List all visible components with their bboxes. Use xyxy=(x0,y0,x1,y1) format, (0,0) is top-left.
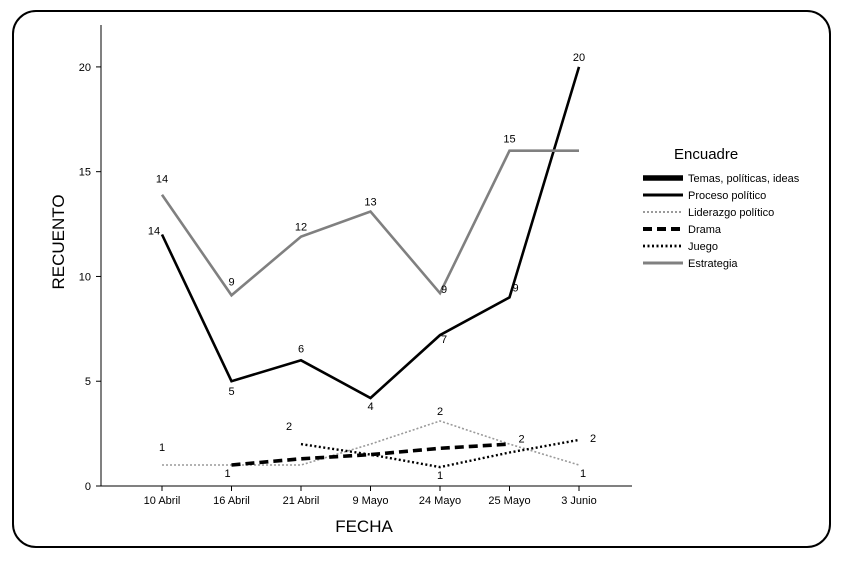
y-tick-label: 15 xyxy=(79,167,91,179)
data-label: 9 xyxy=(441,284,447,296)
x-tick-label: 25 Mayo xyxy=(488,495,530,507)
data-label: 20 xyxy=(573,52,585,64)
x-tick-label: 24 Mayo xyxy=(419,495,461,507)
y-tick-label: 10 xyxy=(79,271,91,283)
data-label: 2 xyxy=(518,433,524,445)
x-tick-label: 9 Mayo xyxy=(352,495,388,507)
data-label: 6 xyxy=(298,343,304,355)
series-lines xyxy=(160,66,581,469)
data-label: 5 xyxy=(228,386,234,398)
data-label: 1 xyxy=(224,468,230,480)
data-label: 4 xyxy=(367,401,373,413)
data-label: 14 xyxy=(156,174,168,186)
legend-label: Drama xyxy=(688,224,722,236)
x-tick-label: 10 Abril xyxy=(144,495,181,507)
series-line-3 xyxy=(231,442,510,467)
data-label: 1 xyxy=(159,442,165,454)
legend-label: Proceso político xyxy=(688,190,766,202)
y-tick-label: 20 xyxy=(79,62,91,74)
y-tick-label: 5 xyxy=(85,376,91,388)
y-ticks: 0 5 10 15 20 xyxy=(79,62,101,493)
data-label: 13 xyxy=(364,196,376,208)
series-line-1 xyxy=(160,66,581,400)
x-tick-label: 3 Junio xyxy=(561,495,596,507)
y-tick-label: 0 xyxy=(85,481,91,493)
data-label: 15 xyxy=(503,134,515,146)
x-tick-label: 21 Abril xyxy=(283,495,320,507)
data-label: 9 xyxy=(228,276,234,288)
series-line-4 xyxy=(300,438,580,469)
series-line-5 xyxy=(160,149,579,298)
data-label: 1 xyxy=(437,470,443,482)
data-label: 12 xyxy=(295,222,307,234)
legend-title: Encuadre xyxy=(674,146,738,163)
chart-frame xyxy=(12,10,831,548)
legend-label: Liderazgo político xyxy=(688,207,774,219)
data-label: 1 xyxy=(580,468,586,480)
x-tick-label: 16 Abril xyxy=(213,495,250,507)
data-label: 7 xyxy=(441,334,447,346)
legend-label: Juego xyxy=(688,241,718,253)
data-label: 9 xyxy=(512,282,518,294)
x-axis-title: FECHA xyxy=(335,517,393,536)
data-label: 14 xyxy=(148,226,160,238)
legend: Encuadre Temas, políticas, ideas Proceso … xyxy=(643,146,800,270)
axes xyxy=(100,25,632,487)
series-line-2 xyxy=(162,420,580,466)
data-label: 2 xyxy=(437,406,443,418)
legend-label: Estrategia xyxy=(688,258,738,270)
x-ticks: 10 Abril 16 Abril 21 Abril 9 Mayo 24 Mayo 25 … xyxy=(144,486,597,507)
data-label: 2 xyxy=(590,433,596,445)
data-label: 2 xyxy=(286,421,292,433)
legend-label: Temas, políticas, ideas xyxy=(688,173,800,185)
y-axis-title: RECUENTO xyxy=(49,194,68,289)
